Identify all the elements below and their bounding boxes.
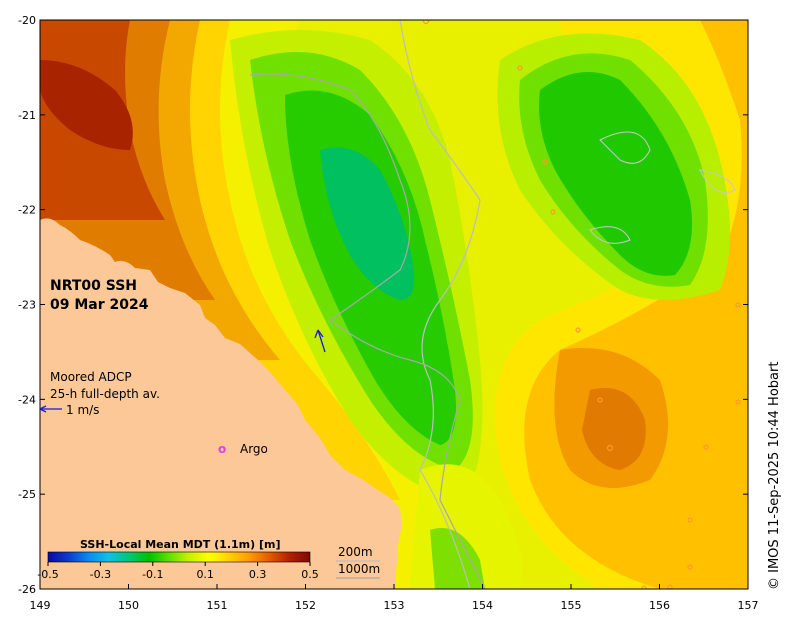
isobath-label-1000m: 1000m [338, 562, 380, 576]
colorbar-tick-label: -0.3 [90, 568, 111, 581]
argo-marker [735, 302, 741, 308]
map-plot-area [40, 20, 748, 589]
latitude-tick-label: -26 [18, 583, 36, 596]
colorbar-tick-label: 0.3 [249, 568, 267, 581]
adcp-label-line2: 25-h full-depth av. [50, 387, 160, 401]
scale-vector-head [39, 405, 47, 413]
latitude-axis: -20 -21 -22 -23 -24 -25 -26 [18, 14, 748, 596]
longitude-tick-label: 152 [295, 599, 316, 612]
argo-marker [735, 399, 741, 405]
argo-marker [550, 209, 556, 215]
argo-marker [575, 327, 581, 333]
argo-marker [597, 397, 603, 403]
latitude-tick-label: -20 [18, 14, 36, 27]
product-label: NRT00 SSH [50, 278, 137, 294]
argo-marker [667, 584, 673, 589]
colorbar-tick-label: -0.5 [37, 568, 58, 581]
latitude-tick-label: -22 [18, 204, 36, 217]
scale-vector-label: 1 m/s [66, 403, 99, 417]
latitude-tick-label: -25 [18, 488, 36, 501]
argo-marker [641, 585, 647, 589]
ssh-band-green-east-inner [539, 72, 693, 276]
longitude-tick-label: 154 [472, 599, 493, 612]
argo-marker [517, 65, 523, 71]
longitude-tick-label: 150 [118, 599, 139, 612]
argo-float-markers [422, 20, 741, 589]
argo-marker [606, 444, 614, 452]
longitude-tick-label: 151 [207, 599, 228, 612]
date-label: 09 Mar 2024 [50, 297, 149, 313]
land-mass [40, 20, 402, 589]
longitude-tick-label: 156 [649, 599, 670, 612]
adcp-current-vector [317, 329, 326, 353]
isobath-200m [399, 20, 481, 589]
longitude-tick-label: 153 [384, 599, 405, 612]
colorbar-tick-label: 0.5 [301, 568, 319, 581]
argo-marker [687, 517, 693, 523]
argo-marker [703, 444, 709, 450]
isobath-1000m [249, 73, 486, 589]
colorbar-tick-label: -0.1 [142, 568, 163, 581]
latitude-tick-label: -24 [18, 393, 36, 406]
longitude-tick-label: 149 [30, 599, 51, 612]
latitude-tick-label: -21 [18, 109, 36, 122]
isobath-label-200m: 200m [338, 545, 373, 559]
argo-marker [422, 20, 430, 25]
adcp-vector-head [314, 329, 324, 339]
longitude-axis: 149 150 151 152 153 154 155 156 157 [30, 584, 759, 612]
argo-marker [542, 159, 548, 165]
isobath-reef-east [589, 131, 736, 244]
argo-marker [687, 564, 693, 570]
longitude-tick-label: 155 [561, 599, 582, 612]
ssh-band-brown-east [582, 388, 646, 470]
ssh-band-green-south [430, 528, 485, 589]
credit-text: © IMOS 11-Sep-2025 10:44 Hobart [767, 362, 782, 590]
argo-legend-label: Argo [240, 442, 268, 456]
argo-legend-symbol: o [218, 442, 226, 456]
colorbar-tick-label: 0.1 [196, 568, 214, 581]
colorbar-title: SSH-Local Mean MDT (1.1m) [m] [80, 538, 280, 551]
adcp-label-line1: Moored ADCP [50, 370, 132, 384]
ssh-band-teal-central [320, 147, 415, 300]
longitude-tick-label: 157 [738, 599, 759, 612]
colorbar [47, 551, 311, 563]
latitude-tick-label: -23 [18, 299, 36, 312]
ssh-band-darkred-west [40, 60, 133, 150]
colorbar-ticks: -0.5 -0.3 -0.1 0.1 0.3 0.5 [37, 562, 319, 581]
